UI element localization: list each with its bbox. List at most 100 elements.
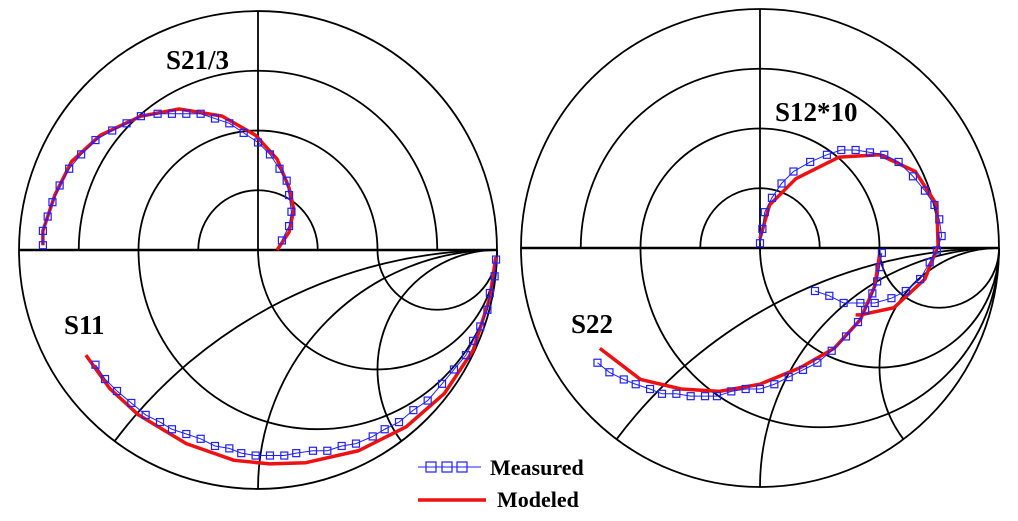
measured-point — [469, 336, 478, 345]
measured-point — [476, 322, 485, 331]
measured-point — [167, 425, 177, 434]
modeled-S22 — [598, 254, 882, 394]
measured-point — [894, 157, 903, 167]
measured-point — [861, 306, 870, 315]
measured-point — [880, 150, 889, 159]
measured-point — [91, 360, 100, 369]
measured-point — [112, 386, 122, 396]
measured-point — [837, 145, 846, 155]
measured-point — [686, 392, 695, 401]
measured-point — [930, 200, 939, 210]
measured-point — [196, 109, 205, 118]
measured-point — [284, 190, 294, 200]
modeled-S11 — [84, 256, 498, 466]
measured-line-S21/3 — [42, 113, 292, 246]
measured-point — [423, 396, 432, 405]
measured-point — [789, 167, 798, 176]
measured-point — [727, 387, 736, 396]
measured-point — [251, 451, 260, 460]
measured-point — [784, 372, 793, 382]
measured-point — [91, 135, 100, 145]
measured-point — [282, 176, 291, 185]
measured-point — [136, 112, 145, 121]
measured-point — [38, 226, 48, 235]
measured-point — [196, 434, 205, 443]
measured-point — [182, 429, 191, 439]
measured-point — [856, 298, 865, 308]
measured-point — [43, 212, 52, 221]
chart-left — [18, 10, 501, 490]
measured-point — [337, 441, 346, 451]
measured-point — [77, 150, 86, 159]
measured-point — [605, 368, 614, 377]
measured-point — [265, 150, 275, 159]
measured-point — [813, 358, 822, 367]
measured-point — [593, 358, 602, 367]
measured-point — [48, 198, 57, 207]
measured-point — [822, 150, 832, 159]
measured-point — [870, 298, 879, 308]
measured-point — [65, 164, 74, 173]
measured-point — [127, 398, 136, 408]
measured-point — [225, 119, 234, 128]
legend: Measured Modeled — [418, 455, 584, 512]
measured-point — [108, 126, 117, 135]
measured-point — [437, 379, 447, 388]
measured-point — [712, 392, 722, 401]
measured-point — [887, 294, 896, 303]
measured-line-S22 — [597, 252, 883, 397]
measured-point — [631, 380, 640, 389]
measured-point — [100, 374, 110, 384]
label-s22: S22 — [571, 309, 613, 339]
measured-point — [368, 432, 377, 441]
legend-measured-square — [441, 461, 453, 473]
measured-point — [394, 417, 404, 427]
measured-point — [767, 193, 777, 202]
measured-point — [287, 207, 296, 216]
smith-resistance-circle — [639, 247, 1000, 429]
measured-point — [935, 215, 944, 224]
measured-point — [275, 164, 284, 173]
measured-point — [777, 179, 786, 188]
measured-point — [758, 224, 767, 233]
measured-point — [155, 417, 165, 427]
measured-point — [449, 365, 459, 374]
measured-point — [284, 222, 294, 231]
measured-point — [485, 288, 494, 298]
measured-point — [461, 351, 471, 360]
measured-point — [755, 384, 765, 394]
measured-point — [292, 449, 301, 458]
smith-reactance-arc — [257, 249, 498, 490]
measured-point — [153, 109, 162, 118]
measured-point — [700, 392, 710, 401]
measured-point — [839, 298, 848, 308]
smith-resistance-circle — [878, 247, 1000, 309]
smith-reactance-arc — [759, 247, 1000, 488]
measured-point — [672, 389, 681, 398]
smith-resistance-circle — [376, 249, 498, 311]
measured-point — [841, 332, 851, 341]
measured-point — [308, 446, 318, 455]
measured-point — [490, 272, 499, 281]
legend-measured-square — [456, 461, 468, 473]
smith-reactance-arc — [113, 249, 498, 442]
smith-outer-circle — [520, 247, 1000, 488]
measured-point — [865, 148, 875, 157]
measured-point — [868, 289, 877, 298]
measured-point — [491, 255, 501, 264]
measured-point — [741, 384, 750, 394]
measured-point — [932, 246, 941, 255]
modeled-S12*10 — [758, 153, 940, 317]
measured-point — [239, 128, 248, 137]
measured-point — [253, 138, 263, 147]
measured-point — [810, 286, 820, 296]
measured-point — [225, 444, 234, 453]
measured-point — [167, 109, 177, 118]
measured-point — [827, 346, 836, 355]
measured-line-S12*10 — [759, 149, 943, 304]
measured-point — [770, 380, 779, 389]
measured-point — [55, 181, 64, 190]
label-s12: S12*10 — [775, 97, 858, 127]
measured-point — [237, 449, 246, 458]
measured-point — [323, 446, 332, 455]
